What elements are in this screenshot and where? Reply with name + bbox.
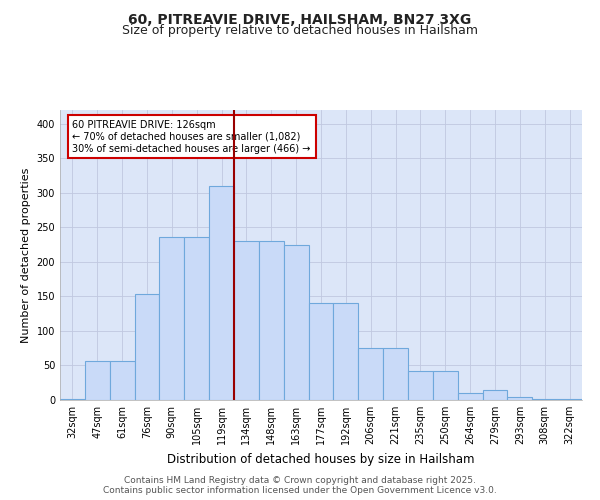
X-axis label: Distribution of detached houses by size in Hailsham: Distribution of detached houses by size … xyxy=(167,452,475,466)
Bar xyxy=(557,398,582,400)
Bar xyxy=(209,186,234,400)
Bar xyxy=(259,241,284,400)
Bar xyxy=(308,304,334,400)
Text: 60 PITREAVIE DRIVE: 126sqm
← 70% of detached houses are smaller (1,082)
30% of s: 60 PITREAVIE DRIVE: 126sqm ← 70% of deta… xyxy=(73,120,311,154)
Bar xyxy=(458,393,482,400)
Bar xyxy=(85,360,110,400)
Y-axis label: Number of detached properties: Number of detached properties xyxy=(21,168,31,342)
Bar xyxy=(532,398,557,400)
Bar xyxy=(284,244,308,400)
Text: 60, PITREAVIE DRIVE, HAILSHAM, BN27 3XG: 60, PITREAVIE DRIVE, HAILSHAM, BN27 3XG xyxy=(128,12,472,26)
Bar xyxy=(184,237,209,400)
Bar xyxy=(482,390,508,400)
Bar xyxy=(134,294,160,400)
Bar xyxy=(383,348,408,400)
Bar xyxy=(234,241,259,400)
Bar xyxy=(508,396,532,400)
Bar xyxy=(110,360,134,400)
Bar xyxy=(358,348,383,400)
Bar xyxy=(160,237,184,400)
Bar xyxy=(60,398,85,400)
Bar xyxy=(334,304,358,400)
Text: Size of property relative to detached houses in Hailsham: Size of property relative to detached ho… xyxy=(122,24,478,37)
Bar xyxy=(433,371,458,400)
Text: Contains HM Land Registry data © Crown copyright and database right 2025.
Contai: Contains HM Land Registry data © Crown c… xyxy=(103,476,497,495)
Bar xyxy=(408,371,433,400)
